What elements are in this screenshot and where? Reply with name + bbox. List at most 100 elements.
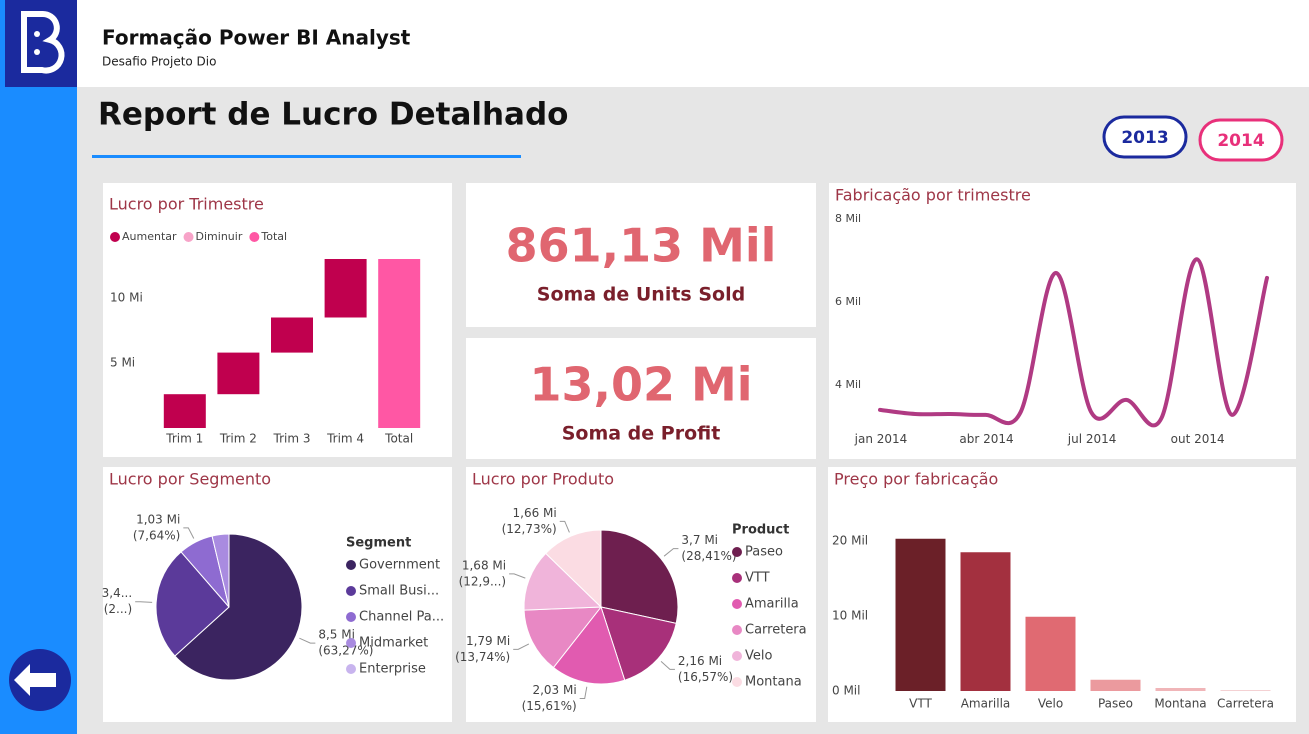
leader-line [513, 643, 530, 650]
x-tick-label: Trim 1 [165, 432, 203, 446]
logo [21, 11, 65, 74]
x-tick-label: Trim 4 [326, 432, 364, 446]
y-tick-label: 4 Mil [835, 378, 861, 391]
panel [466, 338, 816, 459]
legend-swatch [346, 664, 356, 674]
card-label: Soma de Units Sold [537, 284, 745, 306]
logo-dot [34, 49, 40, 55]
legend-label: Carretera [745, 623, 807, 638]
panel [829, 183, 1296, 459]
bar [960, 552, 1011, 691]
data-label: (2...) [104, 602, 132, 616]
y-tick-label: 20 Mil [832, 534, 868, 548]
pie-slice [600, 529, 679, 625]
x-tick-label: jul 2014 [1067, 432, 1117, 446]
bar [217, 352, 260, 395]
y-tick-label: 5 Mi [110, 356, 135, 370]
legend-title: Product [732, 523, 789, 538]
data-label: 3,7 Mi [681, 533, 718, 547]
panel [466, 183, 816, 327]
data-label: 8,5 Mi [318, 628, 355, 642]
leader-line [135, 601, 153, 603]
x-tick-label: Montana [1154, 697, 1206, 711]
legend-label: Amarilla [745, 597, 799, 612]
legend-swatch [249, 232, 260, 242]
leader-line [663, 548, 679, 557]
data-label: (13,74%) [455, 650, 510, 664]
legend-swatch [346, 638, 356, 648]
header-subtitle: Desafio Projeto Dio [102, 55, 216, 69]
x-tick-label: Velo [1038, 697, 1063, 711]
x-tick-label: Trim 2 [219, 432, 257, 446]
legend-label: Diminuir [196, 230, 243, 243]
back-arrow[interactable] [14, 664, 56, 696]
data-label: (7,64%) [133, 528, 180, 542]
bar [271, 317, 313, 353]
legend-swatch [732, 599, 742, 609]
pie-slice [544, 529, 602, 609]
legend-label: Velo [745, 649, 772, 664]
y-tick-label: 10 Mil [832, 609, 868, 623]
pie-slice [155, 551, 230, 657]
x-tick-label: Total [384, 432, 413, 446]
legend-swatch [732, 625, 742, 635]
card-label: Soma de Profit [562, 423, 721, 445]
data-label: 2,03 Mi [532, 683, 576, 697]
card-value: 13,02 Mi [529, 358, 752, 412]
year-button[interactable] [1198, 118, 1284, 162]
pie-slice [174, 533, 303, 681]
leader-line [183, 527, 195, 539]
data-label: (12,9...) [459, 574, 507, 588]
legend-label: Total [260, 230, 287, 243]
y-tick-label: 6 Mil [835, 295, 861, 308]
legend-swatch [110, 232, 120, 242]
legend-title: Segment [346, 536, 411, 551]
y-tick-label: 10 Mi [110, 291, 143, 305]
bar [895, 538, 946, 691]
pie-slice [600, 606, 677, 681]
year-button-label[interactable]: 2013 [1121, 128, 1168, 148]
x-tick-label: abr 2014 [959, 432, 1013, 446]
bar [378, 259, 421, 428]
bar [1090, 679, 1141, 691]
pie-slice [523, 552, 603, 611]
data-label: (28,41%) [681, 549, 736, 563]
bar [1220, 690, 1271, 691]
year-button-label[interactable]: 2014 [1217, 131, 1264, 151]
x-tick-label: Paseo [1098, 697, 1133, 711]
year-button[interactable] [1102, 115, 1188, 159]
pie-slice [523, 606, 603, 669]
data-label: 1,03 Mi [136, 512, 180, 526]
card-value: 861,13 Mil [506, 219, 777, 273]
x-tick-label: jan 2014 [854, 432, 908, 446]
x-tick-label: Carretera [1217, 697, 1274, 711]
data-label: (16,57%) [678, 670, 733, 684]
leader-line [579, 686, 588, 700]
leader-line [509, 573, 526, 579]
legend-label: VTT [745, 571, 770, 586]
panel-title: Lucro por Trimestre [109, 195, 264, 214]
y-tick-label: 8 Mil [835, 212, 861, 225]
pie-slice [552, 605, 626, 685]
panel-title: Lucro por Segmento [109, 470, 271, 489]
logo-dot [34, 31, 40, 37]
pie-slice [211, 533, 230, 608]
data-label: 3,4... [102, 586, 133, 600]
x-tick-label: out 2014 [1171, 432, 1225, 446]
report-title: Report de Lucro Detalhado [98, 97, 568, 133]
title-underline [92, 155, 521, 158]
sidebar [0, 0, 77, 734]
header-title: Formação Power BI Analyst [102, 26, 411, 50]
legend-swatch [732, 547, 742, 557]
data-label: 1,68 Mi [462, 558, 506, 572]
data-label: 1,66 Mi [513, 506, 557, 520]
leader-line [299, 637, 316, 644]
legend-label: Channel Pa... [359, 610, 444, 625]
x-tick-label: VTT [909, 697, 932, 711]
leader-line [660, 661, 675, 670]
legend-swatch [346, 560, 356, 570]
legend-swatch [183, 232, 194, 242]
x-tick-label: Trim 3 [273, 432, 311, 446]
